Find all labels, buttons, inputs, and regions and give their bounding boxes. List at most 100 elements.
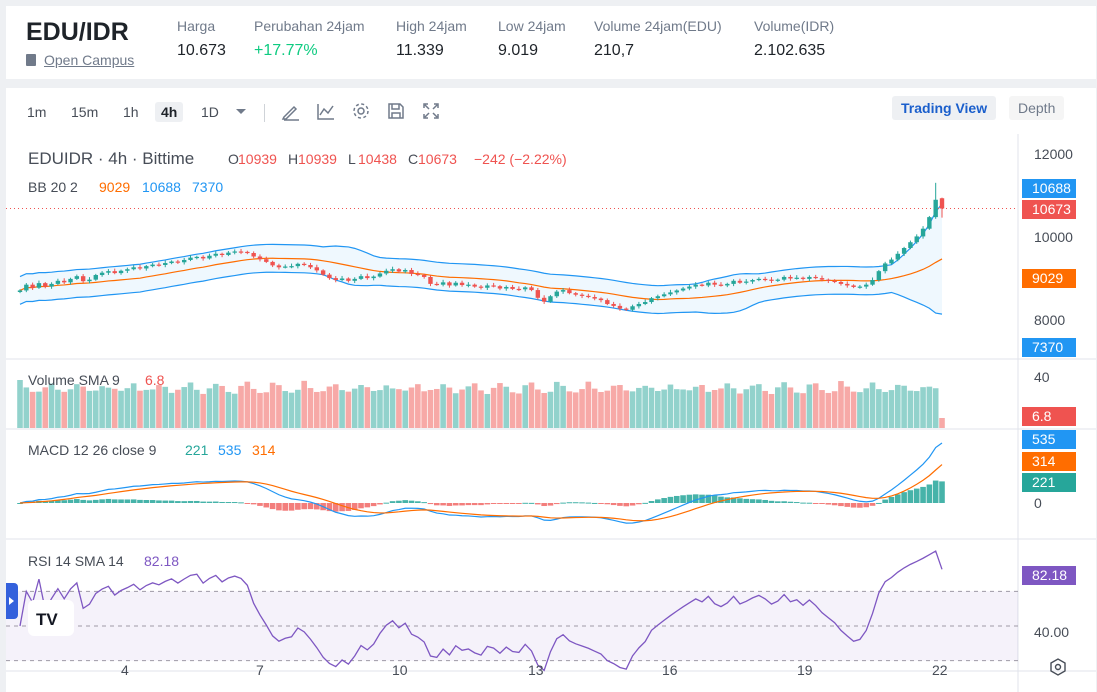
draw-icon[interactable] <box>280 100 302 122</box>
candle <box>87 279 92 282</box>
volume-bar <box>484 393 491 428</box>
volume-bar <box>756 384 762 428</box>
macd-histogram-bar <box>105 498 112 503</box>
macd-histogram-bar <box>812 503 819 504</box>
macd-histogram-bar <box>617 503 623 506</box>
macd-histogram-bar <box>743 498 750 503</box>
volume-bar <box>421 391 427 428</box>
volume-bar <box>566 391 573 428</box>
candle <box>30 284 35 288</box>
trading-view-button[interactable]: Trading View <box>892 96 997 120</box>
macd-histogram-bar <box>926 484 933 503</box>
tf-1m[interactable]: 1m <box>27 104 47 120</box>
project-link[interactable]: Open Campus <box>26 52 134 68</box>
volume-bar <box>825 392 832 428</box>
axis-settings-icon-center <box>1054 663 1062 671</box>
volume-last-badge <box>1022 407 1076 426</box>
macd-histogram-bar <box>295 503 301 510</box>
candle <box>573 293 578 295</box>
volume-bar <box>806 384 813 428</box>
chevron-down-icon[interactable] <box>234 104 248 118</box>
volume-bar <box>471 383 478 428</box>
volume-bar <box>591 388 598 428</box>
macd-histogram-bar <box>793 502 800 504</box>
macd-histogram-bar <box>939 481 945 503</box>
volume-bar <box>156 385 162 428</box>
candle <box>510 286 515 289</box>
settings-icon[interactable] <box>350 100 372 122</box>
bollinger-mid-badge <box>1022 269 1076 288</box>
volume-bar <box>579 389 585 428</box>
volume-bar <box>680 389 686 428</box>
macd-histogram-bar <box>522 502 529 504</box>
candle <box>889 259 894 264</box>
macd-histogram-bar <box>661 498 667 503</box>
macd-histogram-bar <box>629 503 636 506</box>
candle <box>661 294 667 297</box>
macd-histogram-bar <box>421 502 427 504</box>
macd-legend-signal: 535 <box>218 442 242 458</box>
volume-bar <box>516 393 522 428</box>
macd-histogram-bar <box>143 500 150 503</box>
candle <box>440 282 446 285</box>
volume-bar <box>55 389 61 428</box>
macd-histogram-bar <box>623 503 630 507</box>
macd-histogram-bar <box>756 499 762 503</box>
x-axis-tick: 22 <box>932 662 948 678</box>
macd-histogram-bar <box>572 502 579 504</box>
volume-bar <box>617 385 623 428</box>
candle <box>624 308 629 310</box>
macd-histogram-bar <box>219 501 225 503</box>
candle <box>636 303 642 307</box>
volume-bar <box>295 389 301 428</box>
macd-histogram-bar <box>250 503 257 505</box>
candle <box>832 280 837 283</box>
macd-histogram-bar <box>490 503 497 504</box>
macd-histogram-bar <box>920 486 926 503</box>
candle <box>819 278 825 280</box>
x-axis-tick: 7 <box>256 662 264 678</box>
volume-bar <box>194 389 200 428</box>
macd-value-badge <box>1022 473 1076 492</box>
macd-histogram-bar <box>737 498 743 503</box>
candle <box>188 257 193 260</box>
volume-bar <box>844 386 851 428</box>
macd-histogram-bar <box>339 503 345 512</box>
macd-histogram-bar <box>850 503 857 508</box>
candle <box>276 265 282 268</box>
depth-button[interactable]: Depth <box>1009 96 1065 120</box>
volume-bar <box>812 383 819 428</box>
indicator-icon[interactable] <box>315 100 337 122</box>
candle <box>554 291 559 297</box>
fullscreen-icon[interactable] <box>420 100 442 122</box>
candle <box>346 278 351 281</box>
candle <box>396 269 402 272</box>
stat-change: Perubahan 24jam +17.77% <box>254 18 365 59</box>
ohlc-key: H <box>288 151 298 167</box>
volume-bar <box>17 380 23 428</box>
candle <box>876 271 882 281</box>
macd-histogram-bar <box>427 503 434 505</box>
volume-bar <box>339 390 345 428</box>
volume-bar <box>686 390 693 428</box>
macd-histogram-bar <box>831 503 838 506</box>
candle <box>668 292 673 295</box>
tf-1h[interactable]: 1h <box>123 104 139 120</box>
save-icon[interactable] <box>385 100 407 122</box>
macd-legend-macd: 221 <box>185 442 209 458</box>
axis-settings-icon <box>1050 658 1066 676</box>
macd-histogram-bar <box>440 503 446 506</box>
tf-4h[interactable]: 4h <box>155 102 184 122</box>
candle <box>251 253 256 257</box>
stat-volume-quote: Volume(IDR) 2.102.635 <box>754 18 835 59</box>
candlestick-chart[interactable]: EDUIDR · 4h · Bittime O 10939 H 10939 L 10438 C… <box>6 88 1096 692</box>
expand-panel-button[interactable] <box>6 583 18 619</box>
price-axis-tick: 10000 <box>1034 229 1073 245</box>
tf-15m[interactable]: 15m <box>71 104 99 120</box>
tf-1d[interactable]: 1D <box>201 104 219 120</box>
volume-bar <box>307 388 314 428</box>
candle <box>245 251 250 254</box>
volume-bar <box>642 385 648 428</box>
volume-bar <box>762 390 768 428</box>
candle <box>535 290 541 298</box>
